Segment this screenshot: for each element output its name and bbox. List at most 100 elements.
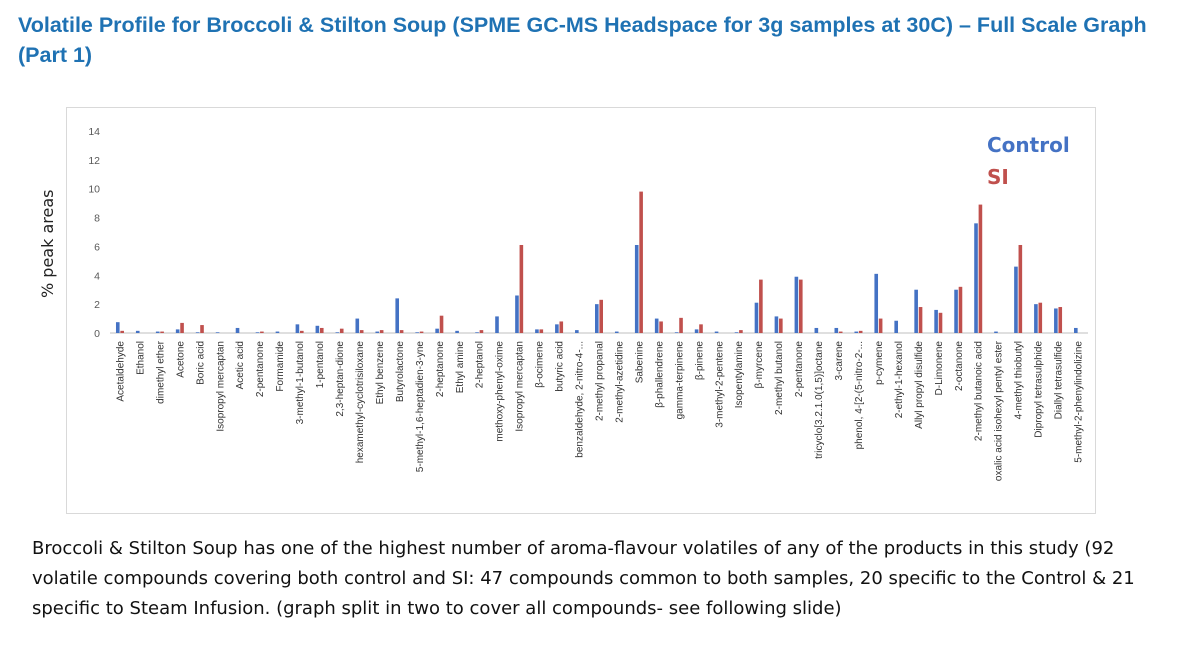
x-tick-label: Ethyl benzene (375, 341, 386, 405)
chart-frame (66, 107, 1096, 514)
bar-control (814, 327, 819, 333)
legend-si: SI (987, 165, 1009, 189)
bar-si (180, 322, 184, 333)
bar-control (495, 316, 499, 333)
bar-control (435, 328, 439, 333)
bar-control (475, 332, 479, 333)
bar-control (335, 332, 340, 333)
x-tick-label: Acetone (175, 341, 186, 378)
x-tick-label: 2-pentanone (255, 341, 266, 398)
x-tick-label: 3-methyl-2-pentene (714, 341, 725, 428)
bar-control (1074, 327, 1078, 333)
y-tick-label: 4 (94, 270, 100, 282)
x-tick-label: Dipropyl tetrasulphide (1034, 341, 1045, 438)
bar-control (595, 304, 599, 333)
x-tick-label: Diallyl tetrasulfide (1054, 341, 1065, 420)
bar-control (515, 295, 519, 333)
x-tick-label: Formamide (275, 341, 286, 392)
x-tick-label: Allyl propyl disulfide (914, 341, 925, 429)
bar-control (614, 331, 619, 333)
x-tick-label: 2-heptanone (435, 341, 446, 398)
x-tick-label: Boric acid (195, 341, 206, 385)
x-tick-label: 5-methyl-1,6-heptadien-3-yne (415, 341, 426, 473)
x-tick-label: 2-heptanol (475, 341, 486, 388)
bar-control (155, 331, 160, 333)
y-axis-label: % peak areas (38, 189, 57, 298)
x-tick-label: Butyrolactone (395, 341, 406, 403)
x-tick-label: 2-octanone (954, 341, 965, 391)
x-tick-label: 2-pentanone (794, 341, 805, 398)
bar-si (779, 318, 783, 333)
x-tick-label: 3-carene (834, 341, 845, 381)
bar-control (1014, 266, 1018, 333)
bar-control (355, 318, 360, 333)
x-tick-label: Sabenine (634, 341, 645, 384)
bar-si (319, 327, 324, 333)
legend-control: Control (987, 133, 1070, 157)
x-tick-label: 5-methyl-2-phenylindolizine (1074, 341, 1085, 463)
x-tick-label: 3-methyl-1-butanol (295, 341, 306, 424)
bar-si (1038, 302, 1043, 333)
bar-control (575, 330, 579, 333)
bar-control (974, 223, 978, 333)
y-tick-label: 8 (94, 213, 100, 225)
bar-control (914, 289, 918, 333)
bar-si (359, 330, 364, 333)
bar-si (160, 331, 164, 333)
bar-control (654, 318, 659, 333)
bar-control (455, 330, 459, 333)
bar-si (539, 329, 544, 333)
x-tick-label: 2-ethyl-1-hexanol (894, 341, 905, 418)
bar-si (479, 330, 484, 333)
bar-si (978, 204, 983, 333)
x-tick-label: Ethyl amine (455, 341, 466, 394)
bar-control (874, 273, 879, 333)
y-tick-label: 6 (94, 241, 100, 253)
bar-control (954, 289, 958, 333)
x-tick-label: Isopentylamine (734, 341, 745, 409)
bar-control (734, 332, 739, 333)
slide-caption: Broccoli & Stilton Soup has one of the h… (32, 538, 1135, 619)
bar-control (115, 322, 120, 333)
bar-si (918, 307, 923, 333)
x-tick-label: β-pinene (694, 341, 705, 381)
bar-control (994, 331, 998, 333)
bar-control (315, 325, 320, 333)
bar-si (798, 279, 803, 333)
bar-si (858, 330, 863, 333)
x-tick-label: 1-pentanol (315, 341, 326, 388)
bar-control (934, 309, 938, 333)
bar-control (175, 329, 180, 333)
bar-si (419, 331, 424, 333)
bar-si (699, 324, 703, 333)
x-tick-label: gamma-terpinene (674, 341, 685, 420)
bar-control (1034, 304, 1038, 333)
x-tick-label: 2-methyl butanol (774, 341, 785, 415)
y-axis-ticks: 0 2 4 6 8 10 12 14 (88, 126, 100, 340)
bar-si (639, 191, 643, 333)
y-tick-label: 0 (94, 328, 100, 340)
bar-control (754, 302, 759, 333)
bar-si (120, 330, 124, 333)
bar-control (295, 324, 300, 333)
bar-control (195, 332, 200, 333)
x-tick-label: 2-methyl propanal (595, 341, 606, 421)
bar-si (679, 317, 683, 333)
slide-title: Volatile Profile for Broccoli & Stilton … (18, 13, 1147, 67)
bar-si (958, 286, 963, 333)
x-tick-label: Acetaldehyde (115, 341, 126, 402)
bar-si (439, 315, 444, 333)
x-tick-label: 2-methyl butanoic acid (974, 341, 985, 441)
bar-control (834, 327, 839, 333)
x-tick-label: Acetic acid (235, 341, 246, 389)
bar-control (395, 298, 400, 333)
x-tick-label: 2,3-heptan-dione (335, 341, 346, 417)
bar-si (659, 321, 663, 333)
x-tick-label: methoxy-phenyl-oxime (495, 341, 506, 442)
x-tick-label: p-cymene (874, 341, 885, 385)
bar-si (379, 330, 384, 333)
x-tick-label: butyric acid (555, 341, 566, 392)
bar-si (519, 244, 524, 333)
bar-control (415, 332, 419, 333)
